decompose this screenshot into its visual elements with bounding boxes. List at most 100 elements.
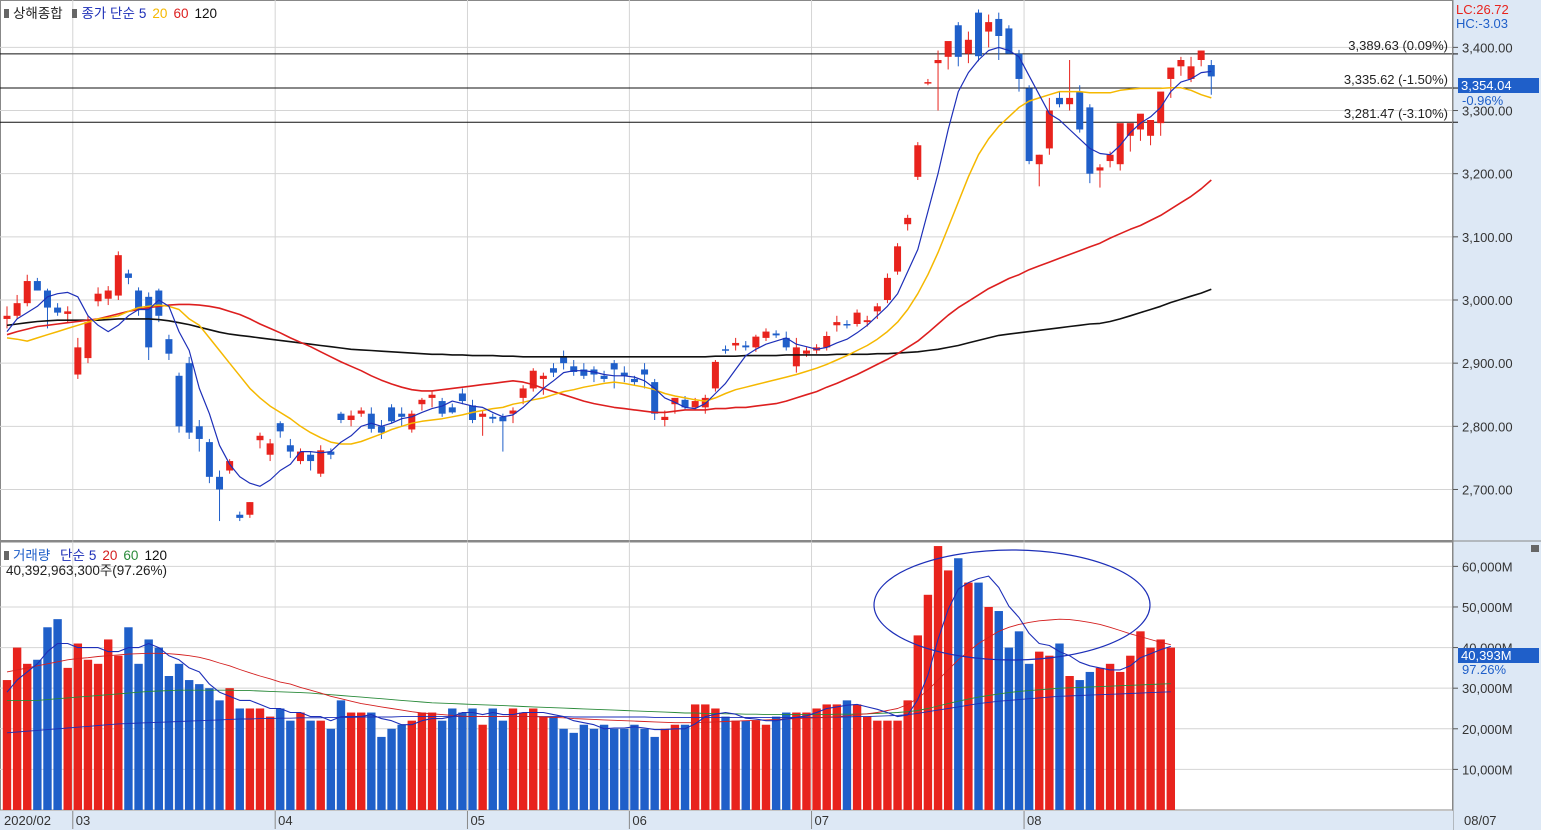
hc-label: HC:-3.03 bbox=[1456, 16, 1509, 31]
candle-body bbox=[84, 322, 92, 359]
volume-bar bbox=[377, 736, 386, 810]
ma5-label[interactable]: 5 bbox=[138, 6, 147, 21]
volume-bar bbox=[134, 663, 143, 810]
volume-bar bbox=[437, 720, 447, 810]
volume-bar bbox=[417, 712, 427, 810]
ma5-line bbox=[6, 46, 1212, 487]
volume-title: 거래량 bbox=[13, 548, 51, 563]
volume-bar bbox=[1014, 631, 1024, 810]
volume-bar bbox=[640, 728, 649, 810]
candle-body bbox=[165, 339, 173, 354]
month-label: 05 bbox=[470, 813, 484, 828]
volume-tick-label: 20,000M bbox=[1462, 722, 1513, 737]
current-change: -0.96% bbox=[1462, 93, 1504, 108]
volume-bar bbox=[184, 680, 194, 810]
volume-bar bbox=[589, 728, 599, 810]
candle-body bbox=[651, 382, 659, 414]
volume-bar bbox=[620, 728, 629, 810]
reference-lines: 3,389.63 (0.09%) 3,335.62 (-1.50%) 3,281.4… bbox=[0, 38, 1452, 123]
candle-body bbox=[185, 363, 193, 433]
candle-body bbox=[600, 375, 608, 379]
candle-body bbox=[661, 416, 669, 420]
candle-body bbox=[276, 423, 284, 432]
candle-body bbox=[529, 370, 537, 389]
volume-bar bbox=[245, 708, 255, 810]
candle-body bbox=[317, 450, 325, 474]
candle-body bbox=[458, 393, 466, 402]
volume-bar bbox=[357, 712, 366, 810]
volume-bar bbox=[195, 684, 204, 810]
candle-body bbox=[114, 255, 122, 296]
vma5-label[interactable]: 5 bbox=[88, 548, 97, 563]
volume-bar bbox=[873, 720, 882, 810]
volume-bar bbox=[1136, 631, 1145, 810]
volume-bar bbox=[832, 704, 842, 810]
vma20-label[interactable]: 20 bbox=[102, 548, 118, 563]
ma20-label[interactable]: 20 bbox=[152, 6, 168, 21]
volume-bar bbox=[782, 712, 791, 810]
current-volume-box: 40,393M bbox=[1458, 648, 1539, 663]
volume-bar bbox=[1156, 639, 1165, 810]
volume-bar bbox=[771, 716, 781, 810]
volume-bar bbox=[863, 716, 872, 810]
ma120-label[interactable]: 120 bbox=[194, 6, 217, 21]
volume-bar bbox=[387, 728, 396, 810]
price-tick-label: 2,700.00 bbox=[1462, 482, 1513, 497]
candle-body bbox=[711, 361, 719, 389]
candle-body bbox=[549, 368, 557, 373]
volume-bar bbox=[144, 639, 153, 810]
candle-body bbox=[286, 445, 294, 452]
candle-body bbox=[1116, 123, 1124, 165]
candle-body bbox=[104, 290, 112, 299]
candle-body bbox=[1167, 67, 1175, 79]
ma60-label[interactable]: 60 bbox=[173, 6, 189, 21]
candle-body bbox=[580, 369, 588, 376]
candle-body bbox=[1177, 60, 1185, 67]
volume-bar bbox=[1024, 663, 1034, 810]
candle-body bbox=[1035, 154, 1043, 165]
candle-body bbox=[256, 435, 264, 441]
volume-bar bbox=[255, 708, 265, 810]
candle-body bbox=[226, 461, 234, 471]
vma120-label[interactable]: 120 bbox=[144, 548, 167, 563]
month-label: 07 bbox=[815, 813, 829, 828]
volume-bar bbox=[53, 619, 62, 810]
volume-bar bbox=[721, 716, 730, 810]
volume-bar bbox=[903, 700, 912, 810]
candle-body bbox=[205, 442, 213, 477]
volume-bar bbox=[923, 594, 933, 810]
candle-body bbox=[94, 293, 102, 302]
volume-bar bbox=[286, 720, 295, 810]
volume-moving-averages bbox=[6, 575, 1171, 734]
candle-body bbox=[904, 217, 912, 225]
price-tick-label: 2,800.00 bbox=[1462, 419, 1513, 434]
volume-bar bbox=[215, 700, 224, 810]
index-title: 상해종합 bbox=[13, 6, 63, 21]
candle-body bbox=[924, 82, 932, 84]
volume-bar bbox=[336, 700, 346, 810]
candle-body bbox=[307, 454, 315, 462]
candle-body bbox=[489, 416, 497, 419]
candle-body bbox=[509, 410, 517, 414]
legend-square-icon bbox=[4, 551, 9, 560]
volume-bar bbox=[205, 688, 214, 810]
volume-bar bbox=[63, 667, 72, 810]
volume-bar bbox=[2, 680, 12, 810]
volume-bar bbox=[448, 708, 457, 810]
volume-bar bbox=[1035, 651, 1044, 810]
volume-bar bbox=[852, 704, 862, 810]
candle-body bbox=[1126, 123, 1134, 136]
candle-body bbox=[1025, 88, 1033, 162]
volume-bar bbox=[741, 720, 750, 810]
volume-bars bbox=[2, 546, 1175, 810]
candle-body bbox=[944, 41, 952, 57]
candle-body bbox=[1076, 91, 1084, 130]
panel-collapse-icon[interactable] bbox=[1531, 545, 1539, 552]
vma60-label[interactable]: 60 bbox=[123, 548, 139, 563]
candles bbox=[3, 9, 1215, 522]
volume-bar bbox=[1045, 655, 1054, 810]
volume-bar bbox=[1065, 676, 1074, 810]
candle-body bbox=[74, 347, 82, 375]
x-axis: 03 04 05 06 07 08 2020/02 08/07 bbox=[0, 811, 1497, 830]
